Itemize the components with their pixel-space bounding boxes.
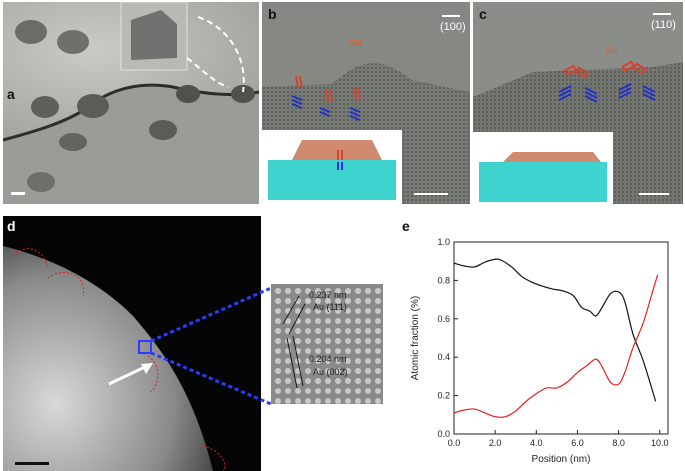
y-tick-label: 0.6 [437,314,450,324]
panel-b-hrtem-image: Au (100) b [262,2,470,204]
panel-c-hrtem-image: Au (110) c [473,2,683,204]
x-tick-label: 2.0 [489,438,502,448]
d-spacing1: 0.237 nm [309,290,347,300]
x-tick-label: 0.0 [448,438,461,448]
panel-d-label: d [7,218,16,234]
panel-c-orientation: (110) [651,19,676,31]
d-spacing2: 0.204 nm [309,354,347,364]
y-tick-label: 0.2 [437,391,450,401]
y-tick-label: 1.0 [437,237,450,247]
panel-c-micrograph: Au (110) [473,2,683,204]
panel-b-label: b [268,6,277,22]
series-line-0 [453,258,657,402]
series-line-1 [453,274,659,418]
panel-b-au-label: Au [348,37,361,49]
plot-frame [453,241,669,435]
d-plane2: Au (002̄) [313,367,348,377]
y-tick-label: 0.8 [437,275,450,285]
panel-a-tem-image: a [3,2,259,204]
panel-c-label: c [479,6,487,22]
panel-d-haadf-image: 0.237 nm Au (11̄1) 0.204 nm Au (002̄) d [3,216,393,471]
d-plane1: Au (11̄1) [313,302,347,312]
y-tick-label: 0.4 [437,352,450,362]
x-tick-label: 8.0 [612,438,625,448]
panel-d-micrograph: 0.237 nm Au (11̄1) 0.204 nm Au (002̄) [3,216,383,471]
panel-e-chart: 0.0 2.0 4.0 6.0 8.0 10.0 0.0 0.2 0.4 0.6 0.8 1.0 Pos… [400,216,682,471]
y-tick-label: 0.0 [437,429,450,439]
panel-c-au-label: Au [605,45,618,57]
panel-a-micrograph [3,2,259,204]
atomic-fraction-chart: 0.0 2.0 4.0 6.0 8.0 10.0 0.0 0.2 0.4 0.6 0.8 1.0 Pos… [410,237,669,465]
x-axis-label: Position (nm) [532,454,591,465]
x-tick-label: 10.0 [651,438,669,448]
x-tick-label: 6.0 [571,438,584,448]
panel-e-label: e [402,218,410,234]
panel-b-orientation: (100) [440,21,466,33]
panel-b-micrograph: Au (100) [262,2,470,204]
y-axis-label: Atomic fraction (%) [410,296,421,380]
x-tick-label: 4.0 [530,438,543,448]
panel-a-label: a [7,86,15,102]
